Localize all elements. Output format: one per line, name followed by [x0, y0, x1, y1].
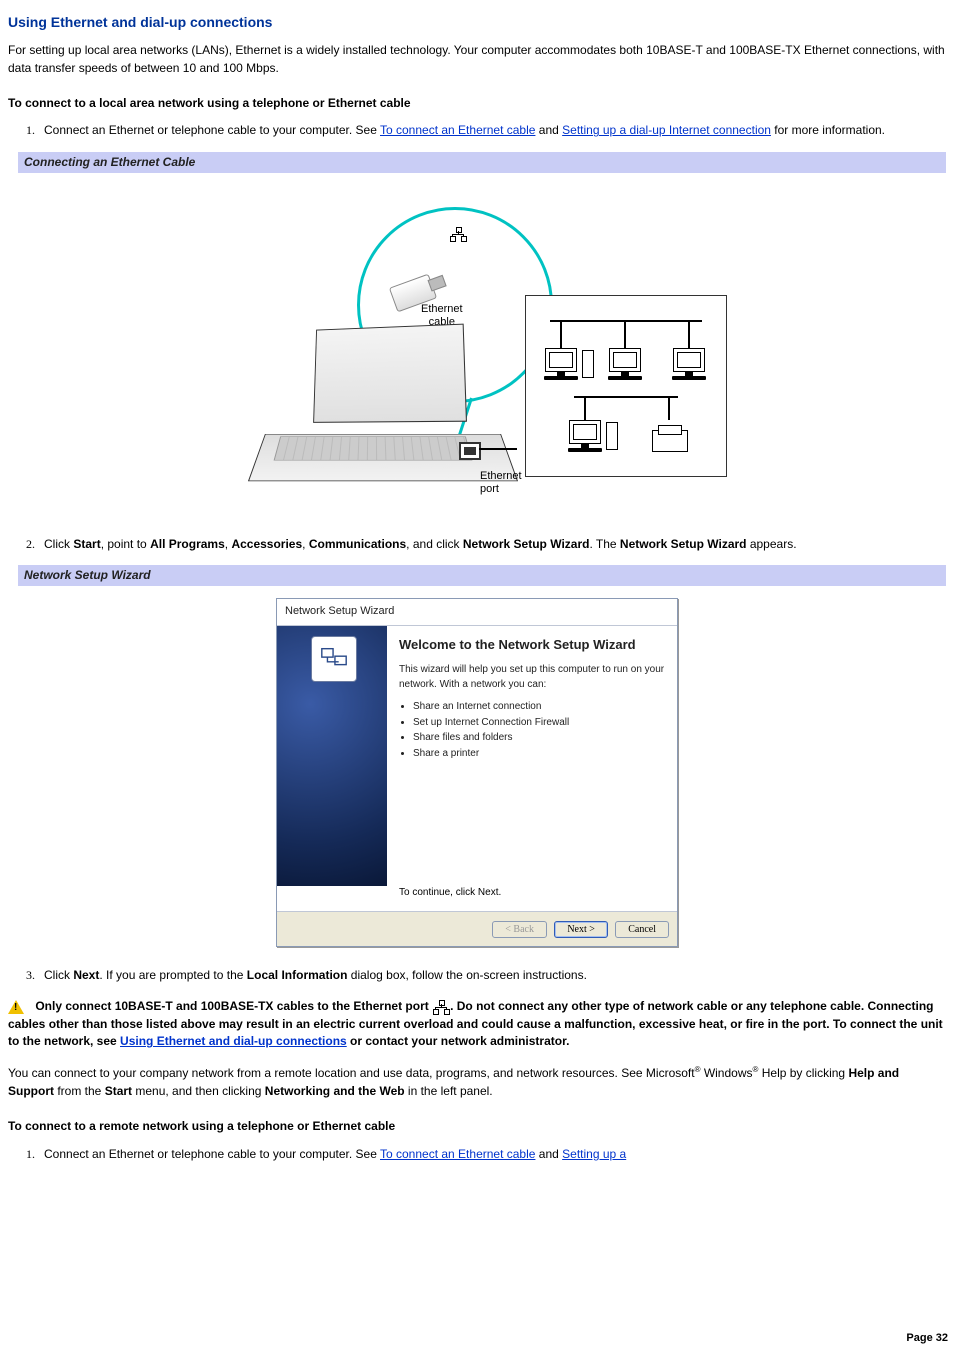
step-1: Connect an Ethernet or telephone cable t…	[38, 122, 946, 139]
ethernet-port-icon	[459, 442, 481, 460]
step2-a: Click	[44, 537, 73, 551]
remote-netweb: Networking and the Web	[265, 1084, 405, 1098]
network-icon	[445, 225, 471, 243]
network-port-icon	[432, 1000, 450, 1014]
banner-connecting-cable: Connecting an Ethernet Cable	[8, 152, 946, 173]
step2-communications: Communications	[309, 537, 406, 551]
link-using-ethernet[interactable]: Using Ethernet and dial-up connections	[120, 1034, 347, 1048]
wizard-main-panel: Welcome to the Network Setup Wizard This…	[387, 626, 677, 886]
step1-text-a: Connect an Ethernet or telephone cable t…	[44, 123, 380, 137]
warning-post2: or contact your network administrator.	[347, 1034, 570, 1048]
b-step1-a: Connect an Ethernet or telephone cable t…	[44, 1147, 380, 1161]
step3-c2: dialog box, follow the on-screen instruc…	[347, 968, 586, 982]
remote-start: Start	[105, 1084, 132, 1098]
link-dialup-setup[interactable]: Setting up a dial-up Internet connection	[562, 123, 771, 137]
wizard-continue-text: To continue, click Next.	[277, 886, 677, 911]
port-leader-line	[479, 448, 517, 450]
intro-paragraph: For setting up local area networks (LANs…	[8, 42, 946, 77]
step3-c1: . If you are prompted to the	[99, 968, 246, 982]
step1-text-b: and	[535, 123, 562, 137]
wizard-window-title: Network Setup Wizard	[277, 599, 677, 626]
page-number: Page 32	[906, 1331, 948, 1347]
remote-a: You can connect to your company network …	[8, 1066, 695, 1080]
wizard-bullet: Share a printer	[413, 747, 665, 762]
wizard-bullets: Share an Internet connection Set up Inte…	[413, 700, 665, 761]
remote-f: in the left panel.	[405, 1084, 493, 1098]
wizard-cancel-button[interactable]: Cancel	[615, 921, 669, 938]
section-a-heading: To connect to a local area network using…	[8, 95, 946, 112]
section-b-steps: Connect an Ethernet or telephone cable t…	[38, 1146, 946, 1163]
section-b-heading: To connect to a remote network using a t…	[8, 1118, 946, 1135]
step2-start: Start	[73, 537, 100, 551]
step-2: Click Start, point to All Programs, Acce…	[38, 536, 946, 553]
wizard-back-button[interactable]: < Back	[492, 921, 547, 938]
remote-d: from the	[54, 1084, 105, 1098]
warning-icon	[8, 1000, 24, 1014]
warning-pre: Only connect 10BASE-T and 100BASE-TX cab…	[35, 999, 432, 1013]
wizard-footer: < Back Next > Cancel	[277, 911, 677, 946]
step2-nsw2: Network Setup Wizard	[620, 537, 747, 551]
remote-e: menu, and then clicking	[132, 1084, 265, 1098]
wizard-next-button[interactable]: Next >	[554, 921, 608, 938]
step-3: Click Next. If you are prompted to the L…	[38, 967, 946, 984]
step1-text-c: for more information.	[771, 123, 885, 137]
link-setting-up-2[interactable]: Setting up a	[562, 1147, 626, 1161]
link-connect-ethernet-2[interactable]: To connect an Ethernet cable	[380, 1147, 535, 1161]
section-a-steps-cont: Click Start, point to All Programs, Acce…	[38, 536, 946, 553]
remote-intro: You can connect to your company network …	[8, 1064, 946, 1100]
step2-allprograms: All Programs	[150, 537, 225, 551]
step3-localinfo: Local Information	[247, 968, 348, 982]
step2-c6: appears.	[747, 537, 797, 551]
b-step1-b: and	[535, 1147, 562, 1161]
wizard-sidebar	[277, 626, 387, 886]
section-b-step-1: Connect an Ethernet or telephone cable t…	[38, 1146, 946, 1163]
step3-next: Next	[73, 968, 99, 982]
wizard-bullet: Set up Internet Connection Firewall	[413, 716, 665, 731]
step2-c1: , point to	[101, 537, 150, 551]
warning-block: Only connect 10BASE-T and 100BASE-TX cab…	[8, 998, 946, 1050]
network-topology-panel	[525, 295, 727, 477]
wizard-screenshot: Network Setup Wizard Welcome to the Netw…	[8, 598, 946, 946]
step2-c5: . The	[589, 537, 619, 551]
wizard-network-icon	[311, 636, 357, 682]
wizard-bullet: Share an Internet connection	[413, 700, 665, 715]
diagram-ethernet-cable: Ethernet cable Ethernet port	[8, 185, 946, 525]
section-a-steps: Connect an Ethernet or telephone cable t…	[38, 122, 946, 139]
step2-c4: , and click	[406, 537, 463, 551]
remote-b: Windows	[700, 1066, 752, 1080]
step2-accessories: Accessories	[231, 537, 302, 551]
step3-a: Click	[44, 968, 73, 982]
page-title: Using Ethernet and dial-up connections	[8, 12, 946, 32]
wizard-bullet: Share files and folders	[413, 731, 665, 746]
link-connect-ethernet[interactable]: To connect an Ethernet cable	[380, 123, 535, 137]
label-ethernet-port: Ethernet port	[480, 470, 522, 496]
wizard-heading: Welcome to the Network Setup Wizard	[399, 636, 665, 655]
step2-c3: ,	[302, 537, 309, 551]
wizard-desc: This wizard will help you set up this co…	[399, 663, 665, 692]
section-a-steps-cont2: Click Next. If you are prompted to the L…	[38, 967, 946, 984]
banner-network-wizard: Network Setup Wizard	[8, 565, 946, 586]
remote-c: Help by clicking	[758, 1066, 848, 1080]
step2-nsw: Network Setup Wizard	[463, 537, 590, 551]
